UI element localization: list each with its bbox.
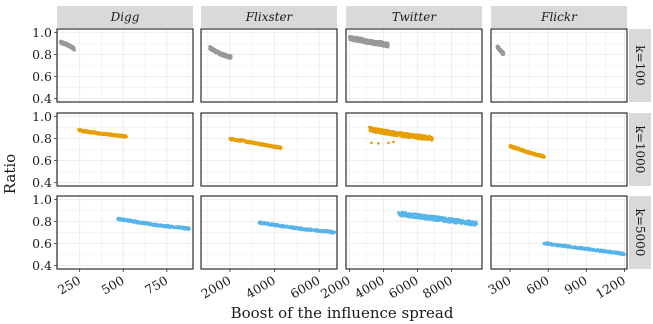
x-tick-label: 4000: [243, 273, 278, 302]
column-strip-label: Twitter: [392, 10, 437, 24]
panel-border: [200, 195, 338, 270]
panel-flickr-k-1000: [490, 112, 628, 187]
data-point: [475, 222, 479, 225]
row-strip-label: k=5000: [633, 209, 647, 257]
column-strip-background: [491, 6, 627, 28]
panels-layer: Digg Flixster Twitter Flickr k=100 k=1000 k=50…: [32, 6, 651, 302]
data-point: [502, 52, 506, 56]
y-axis-title: Ratio: [1, 154, 19, 194]
data-point: [370, 141, 373, 145]
row-strip-label: k=1000: [633, 126, 647, 174]
x-tick-label: 2000: [198, 273, 233, 302]
row-strip-background: [629, 29, 651, 102]
x-tick-label: 6000: [386, 273, 421, 302]
x-tick-label: 1200: [593, 273, 628, 302]
x-tick-label: 8000: [420, 273, 455, 302]
y-tick-label: 0.4: [32, 91, 52, 106]
data-point: [73, 47, 76, 51]
row-strip-background: [629, 113, 651, 186]
panel-digg-k-100: 0.4 0.6 0.8 1.0: [32, 25, 194, 106]
column-strip-flixster: Flixster: [201, 6, 337, 28]
data-point: [377, 142, 380, 145]
data-point: [425, 214, 429, 217]
panel-border: [200, 112, 338, 187]
panel-flickr-k-100: [490, 28, 628, 103]
panel-border: [56, 112, 194, 187]
y-tick-label: 1.0: [32, 109, 52, 124]
y-tick-label: 0.6: [32, 69, 52, 84]
column-strip-background: [201, 6, 337, 28]
data-point: [455, 221, 458, 225]
x-tick-label: 4000: [352, 273, 387, 302]
x-tick-label: 2000: [318, 273, 353, 302]
panel-border: [490, 112, 628, 187]
y-tick-label: 1.0: [32, 25, 52, 40]
column-strip-digg: Digg: [57, 6, 193, 28]
x-tick-label: 500: [99, 273, 127, 298]
panel-flixster-k-5000: 2000 4000 6000: [198, 195, 338, 302]
x-tick-label: 250: [55, 273, 83, 298]
panel-flixster-k-1000: [200, 112, 338, 187]
panel-border: [345, 112, 483, 187]
data-point: [333, 231, 337, 234]
x-tick-label: 750: [142, 273, 170, 298]
y-tick-label: 0.4: [32, 175, 52, 190]
data-point: [392, 140, 395, 144]
data-point: [279, 146, 283, 150]
data-point: [188, 227, 191, 230]
data-point: [125, 135, 129, 139]
y-tick-label: 1.0: [32, 192, 52, 207]
y-tick-label: 0.8: [32, 131, 52, 146]
row-strip-label: k=100: [633, 45, 647, 85]
panel-flixster-k-100: [200, 28, 338, 103]
row-strip-background: [629, 196, 651, 269]
column-strip-twitter: Twitter: [346, 6, 482, 28]
data-point: [430, 139, 434, 142]
column-strip-flickr: Flickr: [491, 6, 627, 28]
column-strip-label: Flickr: [540, 10, 578, 24]
data-point: [387, 43, 390, 47]
panel-twitter-k-1000: [345, 112, 483, 187]
panel-digg-k-5000: 0.4 0.6 0.8 1.0 250 500 750: [32, 192, 194, 298]
data-point: [407, 212, 411, 215]
y-tick-label: 0.8: [32, 214, 52, 229]
panel-border: [56, 195, 194, 270]
y-tick-label: 0.6: [32, 153, 52, 168]
x-tick-label: 300: [485, 273, 513, 298]
y-tick-label: 0.4: [32, 258, 52, 273]
data-point: [623, 252, 626, 256]
y-tick-label: 0.6: [32, 236, 52, 251]
data-point: [387, 141, 390, 145]
data-point: [543, 155, 546, 158]
panel-border: [200, 28, 338, 103]
x-tick-label: 6000: [288, 273, 323, 302]
row-strip-k-100: k=100: [629, 29, 651, 102]
column-strip-label: Flixster: [245, 10, 294, 24]
panel-digg-k-1000: 0.4 0.6 0.8 1.0: [32, 109, 194, 190]
panel-flickr-k-5000: 300 600 900 1200: [485, 195, 628, 302]
column-strip-label: Digg: [110, 10, 140, 24]
panel-border: [490, 28, 628, 103]
y-tick-label: 0.8: [32, 47, 52, 62]
x-axis-title: Boost of the influence spread: [231, 304, 454, 322]
row-strip-k-1000: k=1000: [629, 113, 651, 186]
x-tick-label: 900: [562, 273, 590, 298]
x-tick-label: 600: [524, 273, 552, 298]
data-point: [431, 137, 435, 140]
column-strip-background: [57, 6, 193, 28]
row-strip-k-5000: k=5000: [629, 196, 651, 269]
panel-border: [56, 28, 194, 103]
panel-twitter-k-100: [345, 28, 483, 103]
column-strip-background: [346, 6, 482, 28]
panel-border: [345, 28, 483, 103]
data-point: [229, 55, 233, 59]
